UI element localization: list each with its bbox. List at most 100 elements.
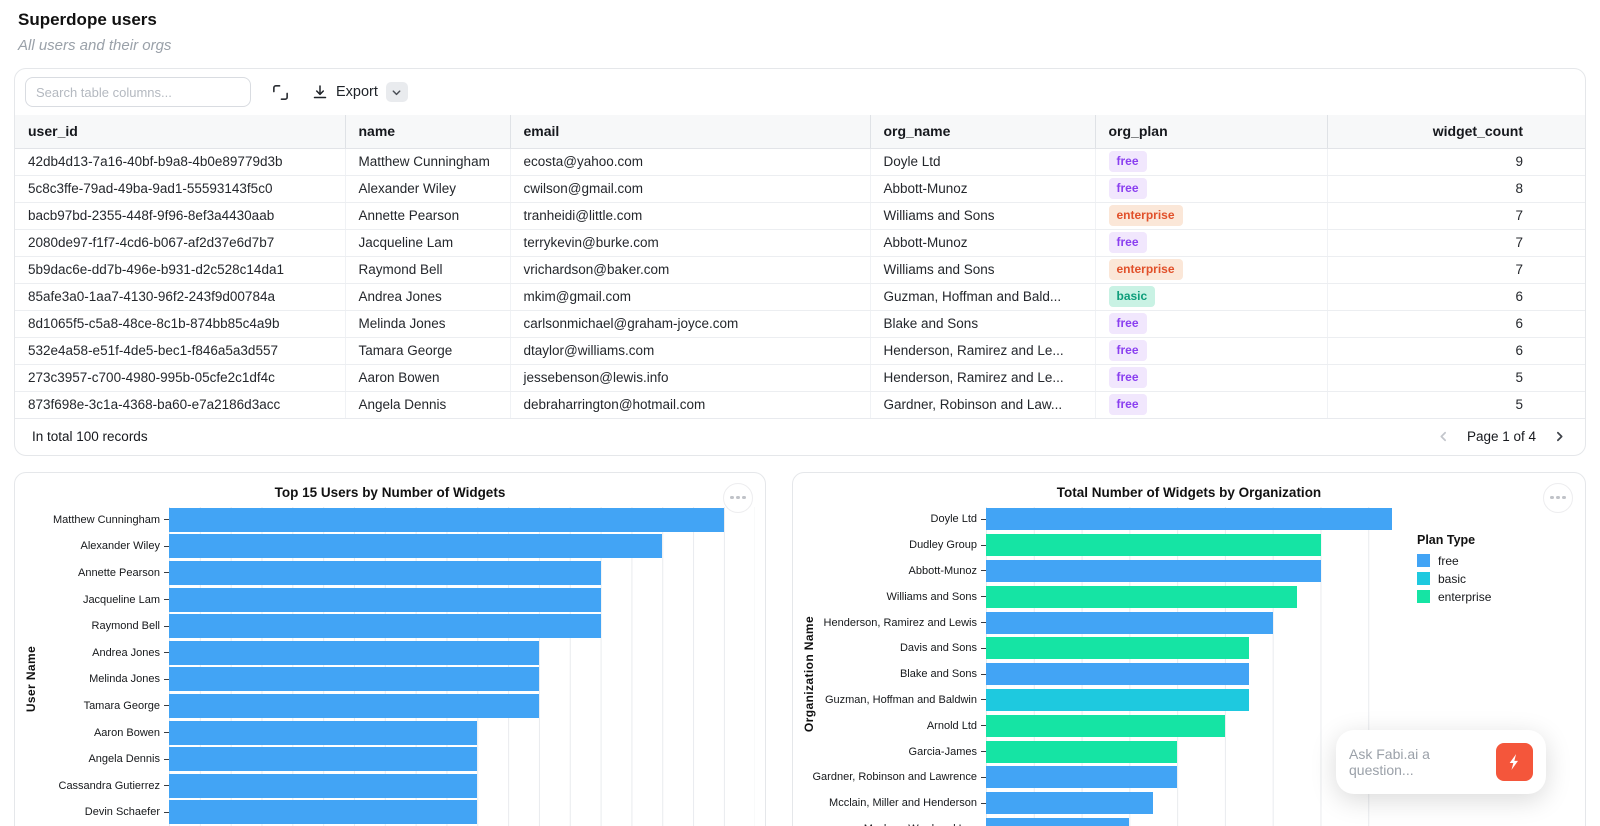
cell-org_name: Williams and Sons bbox=[870, 202, 1095, 229]
bar bbox=[169, 721, 477, 745]
cell-name: Andrea Jones bbox=[345, 283, 510, 310]
cell-org_name: Abbott-Munoz bbox=[870, 229, 1095, 256]
bar-label: Tamara George bbox=[41, 693, 169, 720]
bar bbox=[169, 747, 477, 771]
bar bbox=[169, 508, 724, 532]
chart-card-top-users: Top 15 Users by Number of Widgets User N… bbox=[14, 472, 766, 826]
y-axis-labels: Matthew CunninghamAlexander WileyAnnette… bbox=[41, 507, 169, 826]
bar bbox=[169, 774, 477, 798]
legend-swatch bbox=[1417, 554, 1430, 567]
prev-page-button[interactable] bbox=[1435, 428, 1452, 445]
cell-widget_count: 9 bbox=[1327, 148, 1585, 175]
column-header-user_id: user_id bbox=[15, 115, 345, 148]
bar-label: Jacqueline Lam bbox=[41, 586, 169, 613]
plan-badge: free bbox=[1109, 151, 1147, 171]
bar-label: Blake and Sons bbox=[819, 661, 986, 687]
cell-org_name: Doyle Ltd bbox=[870, 148, 1095, 175]
table-row: 42db4d13-7a16-40bf-b9a8-4b0e89779d3bMatt… bbox=[15, 148, 1585, 175]
column-header-widget_count: widget_count bbox=[1327, 115, 1585, 148]
cell-user_id: 5c8c3ffe-79ad-49ba-9ad1-55593143f5c0 bbox=[15, 175, 345, 202]
cell-name: Annette Pearson bbox=[345, 202, 510, 229]
export-button[interactable]: Export bbox=[310, 78, 410, 106]
cell-widget_count: 6 bbox=[1327, 283, 1585, 310]
bar-label: Annette Pearson bbox=[41, 560, 169, 587]
plan-badge: enterprise bbox=[1109, 205, 1183, 225]
bar bbox=[986, 586, 1297, 608]
cell-widget_count: 5 bbox=[1327, 391, 1585, 418]
bar bbox=[986, 612, 1273, 634]
cell-widget_count: 6 bbox=[1327, 337, 1585, 364]
bar bbox=[169, 800, 477, 824]
bar bbox=[169, 667, 539, 691]
cell-org_plan: enterprise bbox=[1095, 256, 1327, 283]
bar-label: Henderson, Ramirez and Lewis bbox=[819, 610, 986, 636]
cell-org_name: Henderson, Ramirez and Le... bbox=[870, 337, 1095, 364]
table-row: 532e4a58-e51f-4de5-bec1-f846a5a3d557Tama… bbox=[15, 337, 1585, 364]
cell-org_name: Blake and Sons bbox=[870, 310, 1095, 337]
cell-name: Angela Dennis bbox=[345, 391, 510, 418]
cell-org_plan: free bbox=[1095, 175, 1327, 202]
bar bbox=[986, 508, 1392, 530]
cell-user_id: 8d1065f5-c5a8-48ce-8c1b-874bb85c4a9b bbox=[15, 310, 345, 337]
bar bbox=[986, 534, 1321, 556]
y-axis-title: User Name bbox=[21, 507, 41, 826]
table-body: 42db4d13-7a16-40bf-b9a8-4b0e89779d3bMatt… bbox=[15, 148, 1585, 418]
chart-menu-button[interactable] bbox=[1543, 483, 1573, 513]
bar bbox=[986, 741, 1177, 763]
column-header-email: email bbox=[510, 115, 870, 148]
bar-label: Aaron Bowen bbox=[41, 719, 169, 746]
bar-label: Devin Schaefer bbox=[41, 799, 169, 826]
cell-widget_count: 5 bbox=[1327, 364, 1585, 391]
plan-badge: free bbox=[1109, 313, 1147, 333]
bar bbox=[986, 637, 1249, 659]
cell-email: jessebenson@lewis.info bbox=[510, 364, 870, 391]
legend-entry-basic: basic bbox=[1417, 572, 1575, 586]
cell-org_plan: enterprise bbox=[1095, 202, 1327, 229]
table-toolbar: Export bbox=[15, 69, 1585, 115]
table-row: 2080de97-f1f7-4cd6-b067-af2d37e6d7b7Jacq… bbox=[15, 229, 1585, 256]
chart-title: Total Number of Widgets by Organization bbox=[793, 473, 1585, 507]
bar-label: Raymond Bell bbox=[41, 613, 169, 640]
cell-org_name: Williams and Sons bbox=[870, 256, 1095, 283]
bar bbox=[986, 766, 1177, 788]
cell-email: carlsonmichael@graham-joyce.com bbox=[510, 310, 870, 337]
download-icon bbox=[312, 84, 328, 100]
cell-widget_count: 6 bbox=[1327, 310, 1585, 337]
cell-widget_count: 7 bbox=[1327, 229, 1585, 256]
page-title: Superdope users bbox=[18, 10, 1582, 30]
chevron-down-icon bbox=[386, 82, 408, 102]
cell-org_name: Henderson, Ramirez and Le... bbox=[870, 364, 1095, 391]
plan-badge: free bbox=[1109, 178, 1147, 198]
legend-swatch bbox=[1417, 572, 1430, 585]
bar-label: Alexander Wiley bbox=[41, 533, 169, 560]
bar-label: Andrea Jones bbox=[41, 639, 169, 666]
search-input[interactable] bbox=[25, 77, 251, 107]
bar bbox=[169, 641, 539, 665]
legend-swatch bbox=[1417, 590, 1430, 603]
plan-badge: enterprise bbox=[1109, 259, 1183, 279]
bar-label: Abbott-Munoz bbox=[819, 558, 986, 584]
records-count: In total 100 records bbox=[32, 429, 148, 444]
cell-email: mkim@gmail.com bbox=[510, 283, 870, 310]
bar-label: Williams and Sons bbox=[819, 584, 986, 610]
cell-org_plan: free bbox=[1095, 364, 1327, 391]
users-table: user_idnameemailorg_nameorg_planwidget_c… bbox=[15, 115, 1585, 419]
ask-fabi-chat-widget[interactable]: Ask Fabi.ai a question... bbox=[1336, 730, 1546, 794]
bar-label: Matthew Cunningham bbox=[41, 507, 169, 534]
cell-name: Aaron Bowen bbox=[345, 364, 510, 391]
cell-name: Raymond Bell bbox=[345, 256, 510, 283]
cell-user_id: 873f698e-3c1a-4368-ba60-e7a2186d3acc bbox=[15, 391, 345, 418]
cell-widget_count: 7 bbox=[1327, 202, 1585, 229]
table-row: 873f698e-3c1a-4368-ba60-e7a2186d3accAnge… bbox=[15, 391, 1585, 418]
bar-label: Guzman, Hoffman and Baldwin bbox=[819, 687, 986, 713]
chat-submit-button[interactable] bbox=[1496, 743, 1534, 781]
column-header-org_plan: org_plan bbox=[1095, 115, 1327, 148]
table-header-row: user_idnameemailorg_nameorg_planwidget_c… bbox=[15, 115, 1585, 148]
next-page-button[interactable] bbox=[1551, 428, 1568, 445]
expand-button[interactable] bbox=[267, 79, 294, 106]
table-row: 273c3957-c700-4980-995b-05cfe2c1df4cAaro… bbox=[15, 364, 1585, 391]
bar-label: Dudley Group bbox=[819, 532, 986, 558]
plan-badge: free bbox=[1109, 367, 1147, 387]
cell-org_name: Abbott-Munoz bbox=[870, 175, 1095, 202]
ellipsis-icon bbox=[730, 496, 746, 500]
